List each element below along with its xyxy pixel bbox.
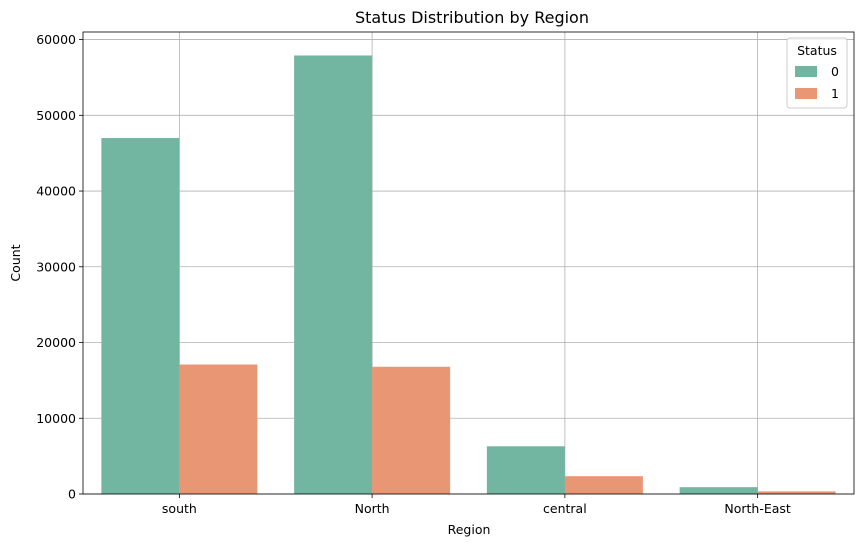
- y-tick-label: 60000: [36, 32, 76, 47]
- y-tick-label: 10000: [36, 411, 76, 426]
- bar-central-status-1: [564, 476, 643, 494]
- legend-label-1: 1: [831, 86, 839, 101]
- bar-north-east-status-1: [757, 491, 836, 494]
- bar-south-status-0: [101, 138, 180, 495]
- x-axis-label: Region: [448, 522, 491, 537]
- plot-frame: [82, 31, 855, 495]
- legend-label-0: 0: [831, 64, 839, 79]
- bar-north-east-status-0: [679, 487, 758, 494]
- y-axis: 0 10000 20000 30000 40000 50000 60000: [36, 32, 83, 502]
- legend-swatch-0: [795, 66, 817, 77]
- bar-north-status-0: [294, 55, 373, 494]
- bar-north-status-1: [372, 366, 451, 494]
- bar-central-status-0: [486, 446, 565, 494]
- chart-title: Status Distribution by Region: [355, 8, 589, 27]
- bars: [101, 55, 836, 495]
- legend-title: Status: [797, 43, 837, 58]
- legend: Status 0 1: [786, 37, 848, 109]
- x-axis: south North central North-East: [162, 494, 791, 516]
- bar-south-status-1: [179, 364, 258, 494]
- legend-swatch-1: [795, 88, 817, 99]
- x-tick-label: central: [543, 501, 587, 516]
- y-tick-label: 50000: [36, 108, 76, 123]
- y-tick-label: 0: [68, 487, 76, 502]
- y-axis-label: Count: [8, 244, 23, 281]
- x-tick-label: North-East: [724, 501, 791, 516]
- x-tick-label: south: [162, 501, 197, 516]
- y-tick-label: 30000: [36, 259, 76, 274]
- y-tick-label: 40000: [36, 184, 76, 199]
- x-tick-label: North: [355, 501, 390, 516]
- y-tick-label: 20000: [36, 335, 76, 350]
